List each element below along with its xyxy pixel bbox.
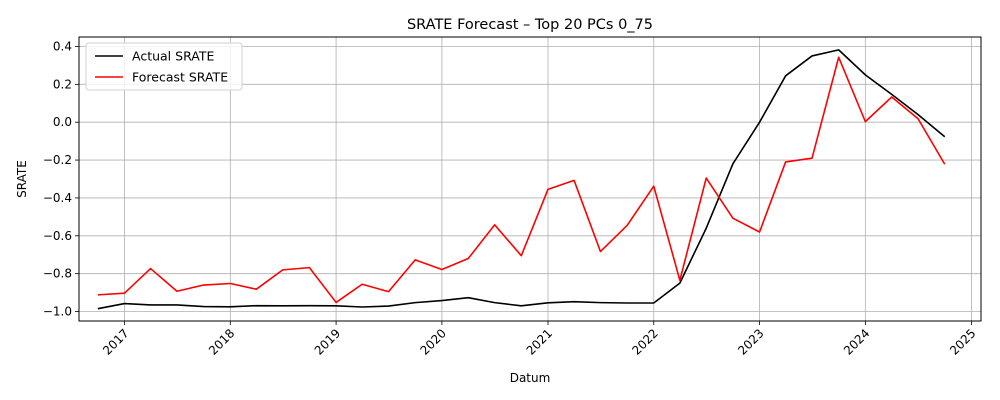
legend-label: Actual SRATE bbox=[132, 49, 214, 64]
plot-frame bbox=[78, 36, 982, 322]
series-layer bbox=[97, 49, 946, 310]
y-tick-label: −0.4 bbox=[43, 191, 72, 205]
y-tick-label: 0.4 bbox=[53, 39, 72, 53]
legend-label: Forecast SRATE bbox=[132, 70, 228, 85]
x-axis-label: Datum bbox=[510, 371, 551, 385]
series-line-1 bbox=[97, 56, 946, 304]
series-line-0 bbox=[97, 49, 946, 310]
y-tick-label: −0.6 bbox=[43, 229, 72, 243]
y-tick-label: 0.2 bbox=[53, 77, 72, 91]
y-tick-label: −0.8 bbox=[43, 267, 72, 281]
legend: Actual SRATE Forecast SRATE bbox=[85, 42, 243, 91]
legend-box bbox=[85, 42, 243, 91]
y-axis-label: SRATE bbox=[15, 160, 29, 198]
chart-title: SRATE Forecast – Top 20 PCs 0_75 bbox=[407, 17, 653, 33]
y-tick-label: −0.2 bbox=[43, 153, 72, 167]
y-tick-label: 0.0 bbox=[53, 115, 72, 129]
y-tick-label: −1.0 bbox=[43, 305, 72, 319]
